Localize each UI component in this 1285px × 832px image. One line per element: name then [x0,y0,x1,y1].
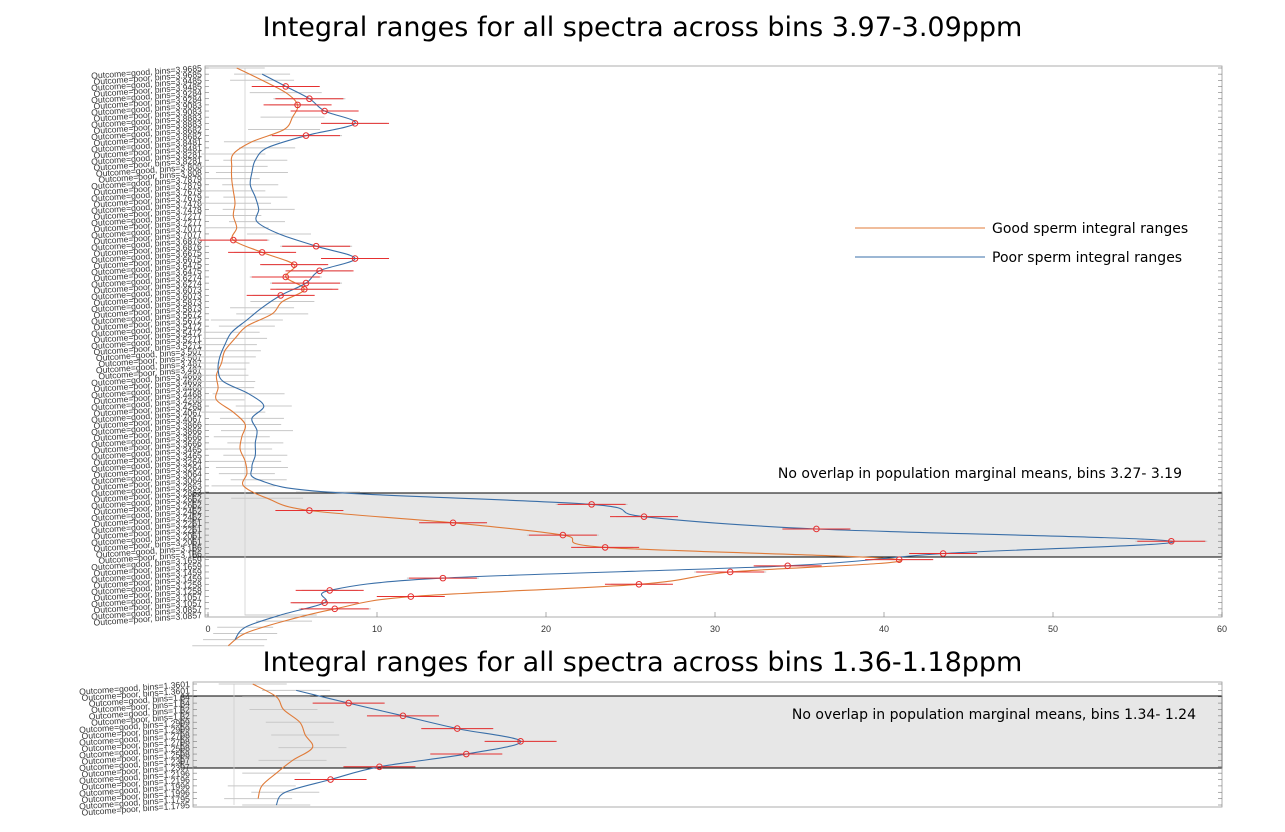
marginal-mean-marker [326,587,333,594]
marginal-mean-marker [895,556,903,563]
chart-title-bottom: Integral ranges for all spectra across b… [262,647,1023,678]
x-tick-label: 10 [372,624,382,634]
marginal-mean-marker [331,605,339,613]
x-tick-label: 40 [879,624,889,634]
marginal-mean-marker [301,285,308,293]
marginal-mean-marker [463,750,470,758]
series-line-poor [275,689,522,806]
marginal-mean-marker [306,95,313,103]
marginal-mean-marker [258,249,266,256]
marginal-mean-marker [282,83,290,90]
marginal-mean-marker [290,261,298,268]
marginal-mean-marker [813,525,820,533]
marginal-mean-marker [407,593,415,600]
series-line-good [252,683,314,799]
marginal-mean-marker [345,699,352,707]
marginal-mean-marker [588,501,595,508]
marginal-mean-marker [376,763,383,771]
legend-label-good: Good sperm integral ranges [992,221,1188,237]
no-overlap-band-inset [180,695,1223,769]
marginal-mean-marker [327,776,334,783]
x-tick-label: 60 [1217,624,1227,634]
axes-frame-inset [192,681,1223,808]
marginal-mean-marker [449,519,457,527]
legend: Good sperm integral ranges Poor sperm int… [855,221,1188,266]
marginal-mean-marker [1168,537,1175,545]
legend-label-poor: Poor sperm integral ranges [992,250,1182,266]
no-overlap-annotation-main: No overlap in population marginal means,… [778,466,1182,482]
marginal-mean-marker [312,242,320,250]
marginal-mean-marker [230,236,237,244]
marginal-mean-marker [351,255,359,262]
marginal-mean-marker [282,273,290,281]
marginal-mean-marker [277,292,284,299]
marginal-mean-marker [635,580,643,588]
marginal-mean-marker [302,132,310,139]
marginal-mean-marker [321,107,328,115]
marginal-mean-marker [726,568,734,576]
marginal-mean-marker [399,712,407,720]
marginal-mean-marker [453,725,461,732]
x-tick-label: 30 [710,624,720,634]
no-overlap-annotation-inset: No overlap in population marginal means,… [792,707,1196,723]
x-tick-label: 50 [1048,624,1058,634]
marginal-mean-marker [294,101,301,109]
axes-frame-main [204,65,1223,618]
marginal-mean-marker [306,507,313,514]
marginal-mean-marker [559,531,567,539]
marginal-mean-marker [784,562,791,570]
marginal-mean-marker [439,574,447,582]
marginal-mean-marker [321,599,328,607]
x-tick-label: 20 [541,624,551,634]
no-overlap-band-main [192,492,1223,558]
marginal-mean-marker [302,279,310,287]
marginal-mean-marker [351,120,359,127]
marginal-mean-marker [517,738,524,745]
series-line-poor [217,73,1174,640]
chart-title-top: Integral ranges for all spectra across b… [262,12,1023,43]
series-line-good [215,67,902,647]
x-tick-label: 0 [205,624,210,634]
marginal-mean-marker [316,267,323,275]
marginal-mean-marker [939,550,947,557]
marginal-mean-marker [640,513,648,520]
marginal-mean-marker [601,544,609,551]
